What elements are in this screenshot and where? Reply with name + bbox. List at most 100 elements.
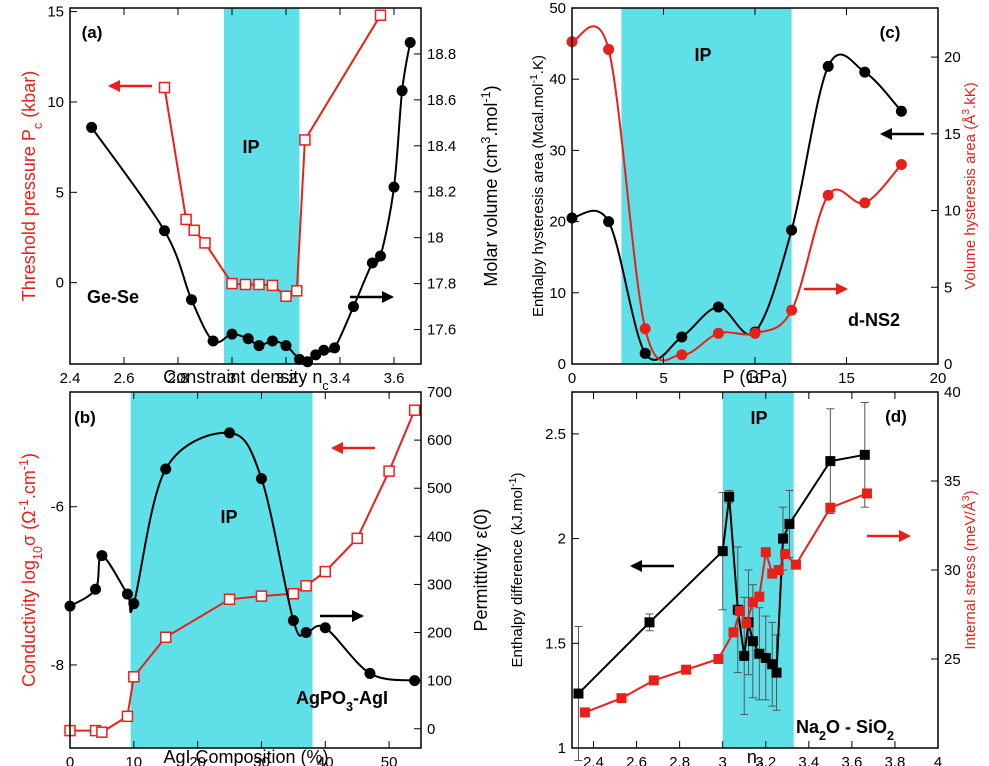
x-tick-label: 2.4 [60, 370, 81, 387]
data-point [253, 278, 265, 291]
data-point [741, 618, 752, 629]
data-point [408, 404, 421, 416]
ip-label: IP [242, 137, 259, 157]
data-point [329, 342, 341, 354]
data-point [859, 66, 871, 78]
x-tick-label: 20 [189, 754, 206, 766]
y-right-tick-label: 200 [427, 625, 452, 642]
data-point [348, 301, 359, 313]
y-right-tick-label: 18.8 [427, 46, 456, 63]
data-point [96, 550, 108, 562]
data-point [825, 456, 836, 467]
data-point [579, 707, 590, 718]
data-point [603, 216, 615, 228]
data-point [712, 327, 724, 339]
y-right-tick-label: 100 [427, 673, 452, 690]
data-point [299, 134, 311, 146]
ip-label: IP [750, 408, 767, 428]
y-right-tick-label: 0 [944, 356, 952, 373]
data-point [749, 327, 761, 339]
axis-arrowhead [630, 560, 642, 572]
data-point [280, 340, 292, 352]
y-left-axis-label: Enthalpy hysteresis area (Mcal.mol-1.K) [528, 55, 547, 317]
data-point [739, 650, 750, 661]
y-right-tick-label: 35 [944, 473, 961, 490]
data-point [374, 9, 387, 21]
data-point [676, 349, 688, 361]
data-point [648, 675, 659, 686]
data-point [895, 105, 907, 117]
data-point [404, 36, 416, 48]
y-right-tick-label: 15 [944, 126, 961, 143]
data-point [754, 648, 765, 659]
chart-panel-a: 2.4 2.6 2.8 3 3.2 3.4 3.6 0 5 10 15 17.6 17.8 18 18.2 1… [19, 4, 501, 393]
data-point [396, 85, 408, 97]
data-point [239, 278, 252, 291]
data-point [96, 726, 108, 738]
x-tick-label: 3.6 [841, 754, 862, 766]
plot-frame [69, 391, 422, 749]
y-right-tick-label: 17.8 [427, 276, 456, 293]
x-axis-label: Constraint density nc [163, 367, 328, 393]
data-point [786, 224, 798, 236]
data-point [728, 627, 739, 638]
data-point [747, 597, 758, 608]
y-right-tick-label: 500 [427, 480, 452, 497]
y-right-axis-label: Internal stress (meV/Å3) [960, 490, 979, 649]
data-point [310, 349, 322, 361]
data-point [180, 213, 192, 226]
x-tick-label: 2.8 [669, 754, 690, 766]
data-point [639, 347, 651, 359]
y-left-tick-label: 50 [549, 0, 566, 17]
x-tick-label: 4 [934, 754, 942, 766]
y-left-tick-label: 2 [558, 531, 566, 548]
data-point [86, 121, 98, 133]
y-right-tick-label: 300 [427, 576, 452, 593]
data-point [300, 580, 312, 592]
y-left-tick-label: 10 [549, 285, 566, 302]
y-left-tick-label: 0 [56, 275, 64, 292]
y-left-tick-label: 2.5 [545, 426, 566, 443]
data-point [734, 605, 745, 616]
data-point [267, 335, 278, 347]
y-right-tick-label: 20 [944, 49, 961, 66]
data-point [255, 590, 268, 602]
data-point [773, 565, 784, 575]
x-tick-label: 40 [317, 754, 334, 766]
data-point [724, 491, 735, 502]
axis-arrowhead [108, 80, 120, 92]
x-tick-label: 2.4 [583, 754, 604, 766]
data-point [681, 664, 692, 675]
x-tick-label: 0 [568, 370, 576, 387]
x-tick-label: 3 [719, 754, 727, 766]
data-point [786, 304, 798, 316]
y-right-tick-label: 40 [944, 384, 961, 401]
data-point [300, 627, 312, 639]
data-point [287, 615, 299, 627]
data-point [158, 81, 171, 94]
x-tick-label: 5 [659, 370, 667, 387]
axis-arrowhead [880, 128, 892, 140]
axis-arrowhead [352, 610, 364, 622]
ip-band [130, 392, 313, 748]
data-point [253, 340, 265, 352]
y-right-tick-label: 18.4 [427, 138, 456, 155]
y-right-tick-label: 5 [944, 279, 952, 296]
data-point [159, 631, 172, 643]
data-point [616, 693, 627, 704]
panel-label: (b) [74, 408, 96, 427]
y-right-axis-label: Permittivity ε(0) [471, 508, 491, 631]
data-point [199, 237, 211, 249]
y-left-tick-label: 5 [56, 184, 64, 201]
y-right-tick-label: 10 [944, 203, 961, 220]
axis-arrowhead [899, 530, 911, 542]
x-tick-label: 3.4 [798, 754, 819, 766]
data-point [780, 548, 791, 559]
data-point [207, 335, 219, 347]
y-left-axis-label: Threshold pressure Pc (kbar) [19, 71, 45, 301]
data-point [825, 502, 836, 513]
data-point [747, 636, 758, 647]
plot-frame [69, 7, 422, 365]
panel-label: (a) [82, 23, 103, 42]
